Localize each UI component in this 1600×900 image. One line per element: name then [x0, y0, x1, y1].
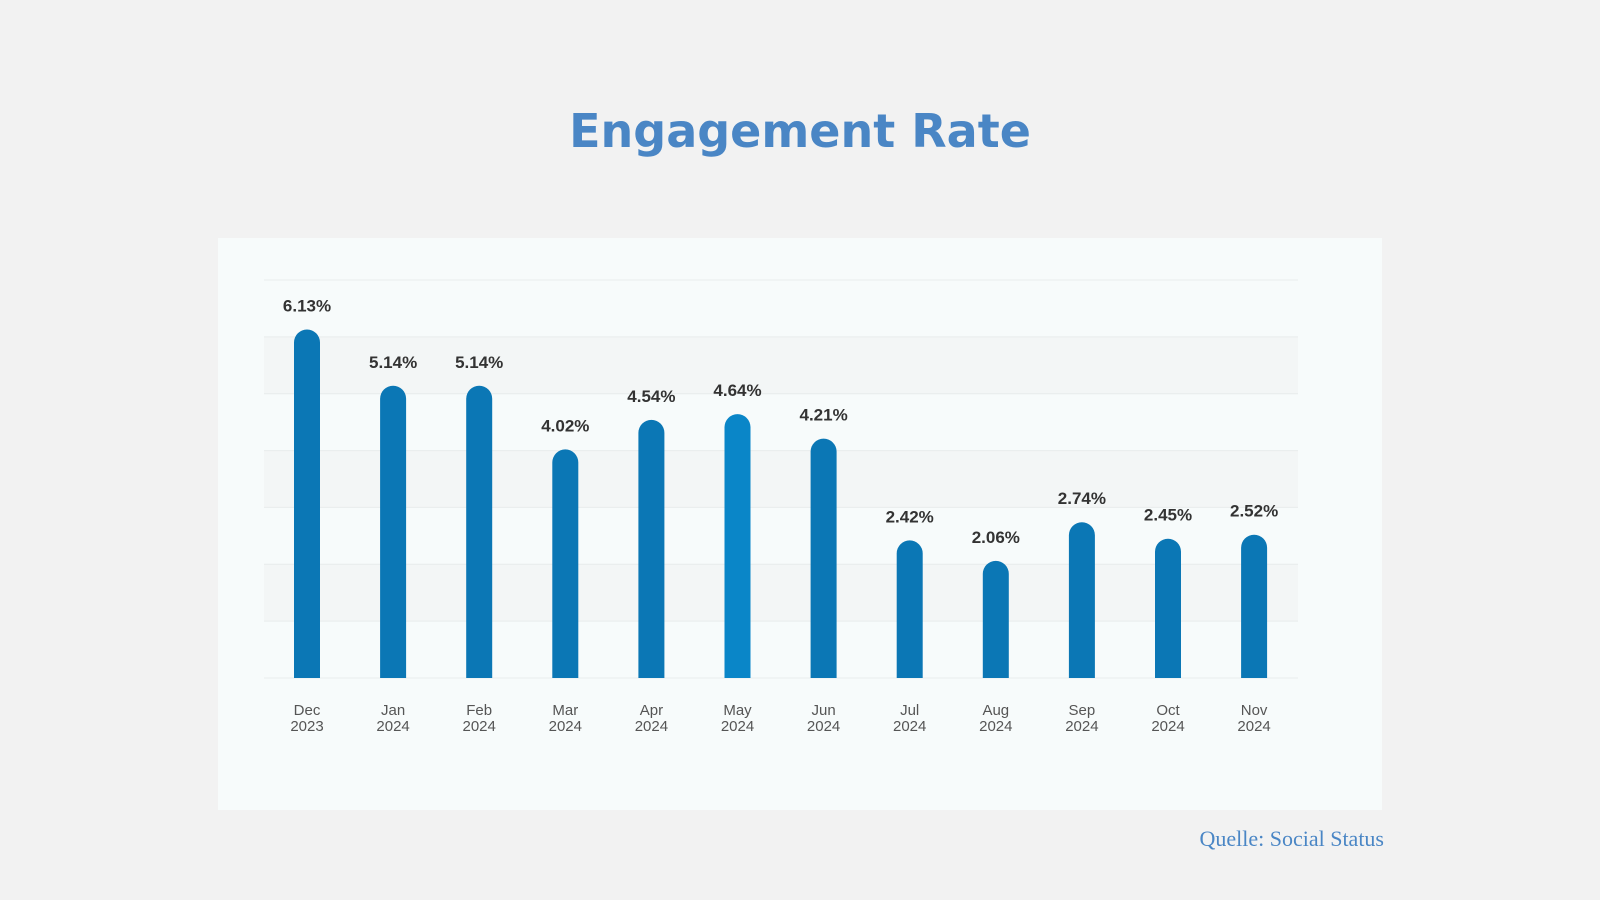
data-label: 4.21% — [799, 406, 847, 425]
data-label: 2.74% — [1058, 489, 1106, 508]
bar-jan — [380, 385, 407, 678]
data-label: 5.14% — [455, 353, 503, 372]
x-tick-year: 2024 — [376, 718, 409, 735]
x-tick-year: 2024 — [549, 718, 582, 735]
x-tick-year: 2024 — [635, 718, 668, 735]
x-tick-year: 2023 — [290, 718, 323, 735]
bar-may — [724, 414, 751, 678]
x-tick-year: 2024 — [1065, 718, 1098, 735]
x-tick-month: Mar — [552, 702, 578, 719]
x-tick-year: 2024 — [1151, 718, 1184, 735]
data-label: 5.14% — [369, 353, 417, 372]
bar-mar — [552, 449, 579, 678]
grid-band — [264, 564, 1298, 622]
x-tick-month: Oct — [1156, 702, 1180, 719]
x-tick-year: 2024 — [1237, 718, 1270, 735]
x-tick-month: Jul — [900, 702, 919, 719]
bar-jun — [810, 438, 837, 678]
bar-aug — [982, 560, 1009, 678]
bar-apr — [638, 419, 665, 678]
x-tick-month: Apr — [640, 702, 663, 719]
data-label: 2.42% — [886, 507, 934, 526]
data-label: 2.52% — [1230, 502, 1278, 521]
x-tick-year: 2024 — [807, 718, 840, 735]
engagement-rate-bar-chart: 6.13%Dec20235.14%Jan20245.14%Feb20244.02… — [264, 279, 1298, 735]
x-tick-month: Aug — [982, 702, 1009, 719]
x-tick-year: 2024 — [979, 718, 1012, 735]
x-tick-month: Jan — [381, 702, 405, 719]
bar-oct — [1155, 538, 1181, 678]
data-label: 6.13% — [283, 296, 331, 315]
data-label: 4.02% — [541, 416, 589, 435]
grid-band — [264, 336, 1298, 394]
page-title: Engagement Rate — [569, 104, 1031, 158]
x-tick-year: 2024 — [463, 718, 496, 735]
x-tick-month: Nov — [1241, 702, 1268, 719]
data-label: 2.45% — [1144, 506, 1192, 525]
source-note: Quelle: Social Status — [1199, 826, 1384, 851]
x-tick-month: Sep — [1069, 702, 1096, 719]
x-tick-month: Dec — [294, 702, 321, 719]
x-tick-month: May — [723, 702, 752, 719]
data-label: 2.06% — [972, 528, 1020, 547]
x-tick-year: 2024 — [721, 718, 754, 735]
x-tick-month: Jun — [812, 702, 836, 719]
x-tick-month: Feb — [466, 702, 492, 719]
bar-feb — [466, 385, 493, 678]
data-label: 4.64% — [713, 381, 761, 400]
chart-panel: 6.13% Dec 2023 5.14% Jan 2024 5.14% Feb 2024 4.02… — [218, 238, 1382, 810]
bar-nov — [1241, 534, 1268, 678]
bar-sep — [1068, 522, 1095, 678]
bar-jul — [896, 540, 923, 678]
grid-band — [264, 450, 1298, 508]
data-label: 4.54% — [627, 387, 675, 406]
x-tick-year: 2024 — [893, 718, 926, 735]
bar-dec — [294, 329, 320, 678]
